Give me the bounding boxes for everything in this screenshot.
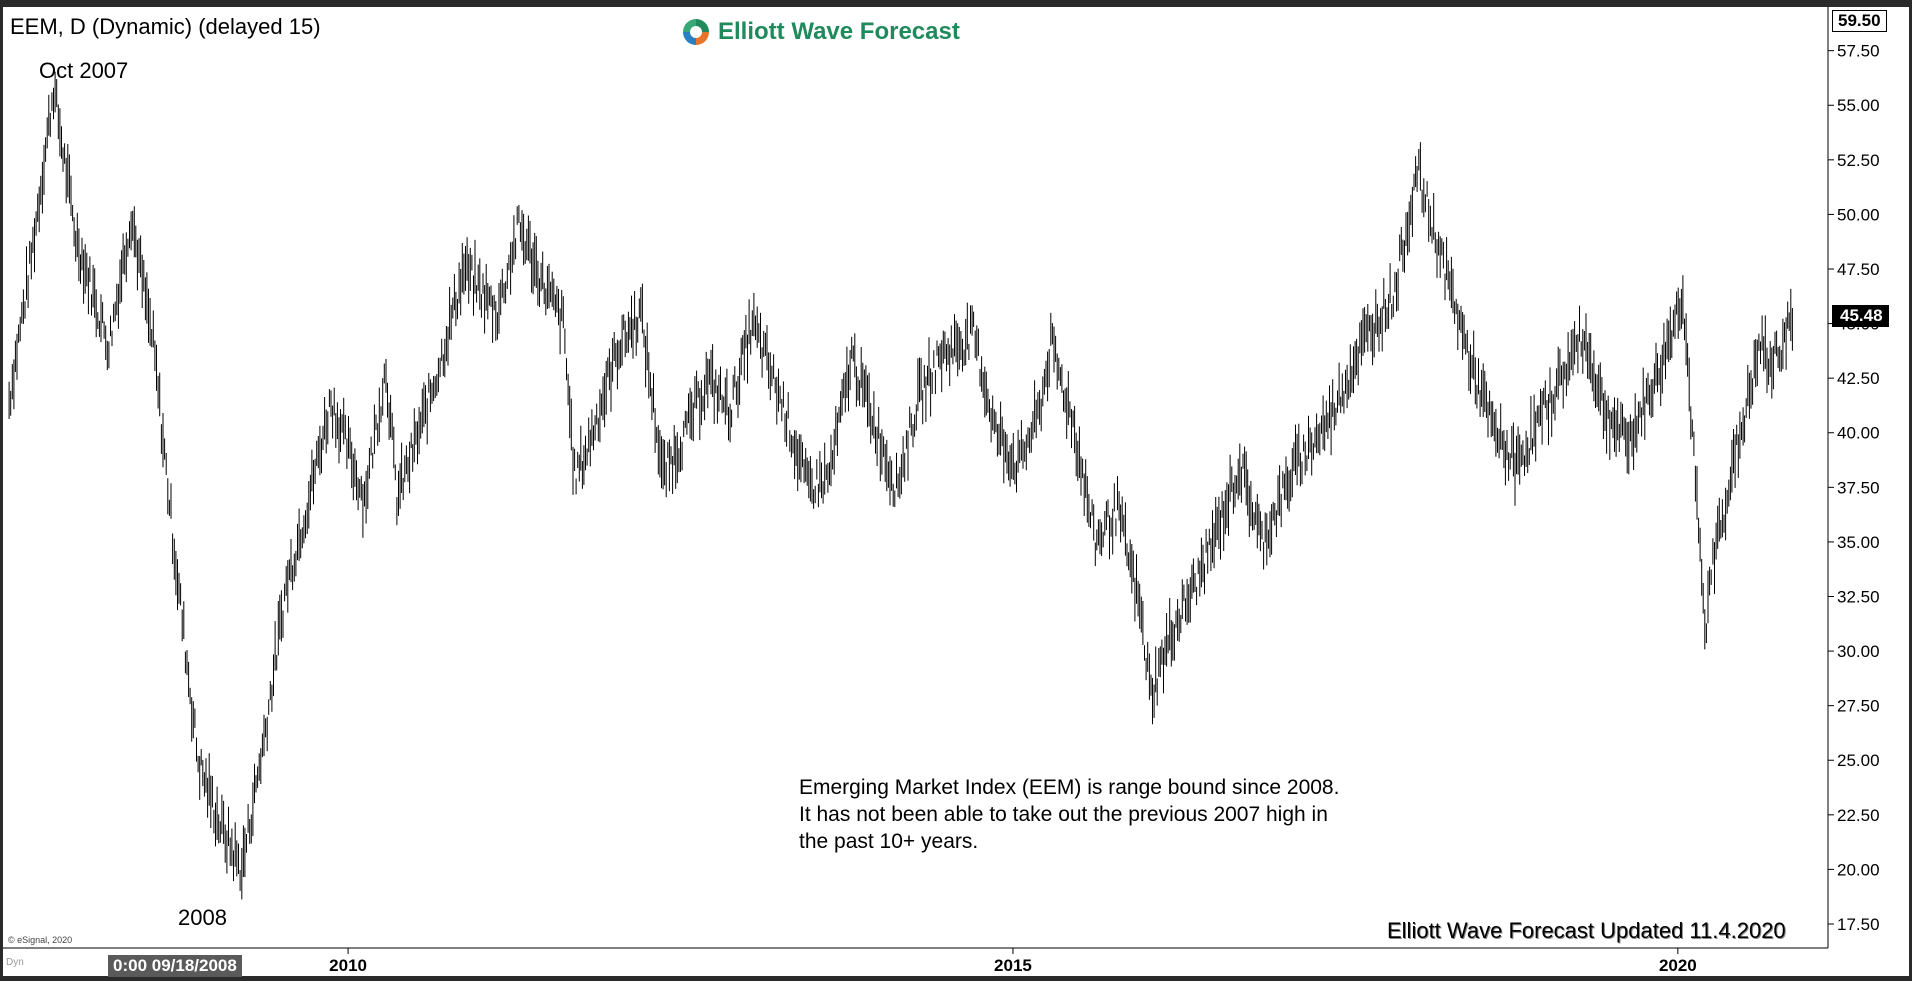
price-bars <box>8 71 1793 900</box>
y-tick-label: 25.00 <box>1837 751 1880 770</box>
x-tick-label: 2015 <box>994 956 1032 975</box>
cursor-date-label: 0:00 09/18/2008 <box>108 955 242 977</box>
y-tick-label: 32.50 <box>1837 587 1880 606</box>
last-price-tag: 45.48 <box>1832 305 1889 327</box>
annotation-line: Emerging Market Index (EEM) is range bou… <box>799 776 1340 799</box>
trough-label: 2008 <box>178 905 227 930</box>
y-tick-label: 57.50 <box>1837 42 1880 61</box>
updated-footer: Elliott Wave Forecast Updated 11.4.2020 <box>1387 918 1786 943</box>
y-tick-label: 55.00 <box>1837 96 1880 115</box>
y-axis-ticks: 57.5055.0052.5050.0047.5045.0042.5040.00… <box>1828 42 1880 934</box>
peak-label: Oct 2007 <box>39 58 129 83</box>
symbol-header: EEM, D (Dynamic) (delayed 15) <box>10 14 321 39</box>
logo-text: Elliott Wave Forecast <box>718 18 960 45</box>
y-tick-label: 27.50 <box>1837 697 1880 716</box>
top-price-tag: 59.50 <box>1832 10 1887 32</box>
x-tick-label: 2010 <box>329 956 367 975</box>
y-tick-label: 20.00 <box>1837 860 1880 879</box>
y-tick-label: 42.50 <box>1837 369 1880 388</box>
annotation-text: Emerging Market Index (EEM) is range bou… <box>799 774 1499 855</box>
annotation-line: It has not been able to take out the pre… <box>799 803 1328 826</box>
x-tick-label: 2020 <box>1659 956 1697 975</box>
y-tick-label: 30.00 <box>1837 642 1880 661</box>
y-tick-label: 40.00 <box>1837 424 1880 443</box>
y-tick-label: 35.00 <box>1837 533 1880 552</box>
x-axis-ticks: 2010 2015 2020 <box>329 948 1697 975</box>
y-tick-label: 22.50 <box>1837 806 1880 825</box>
y-tick-label: 17.50 <box>1837 915 1880 934</box>
y-tick-label: 47.50 <box>1837 260 1880 279</box>
y-tick-label: 50.00 <box>1837 205 1880 224</box>
brand-logo: Elliott Wave Forecast <box>680 16 960 48</box>
copyright-label: © eSignal, 2020 <box>8 935 73 945</box>
annotation-line: the past 10+ years. <box>799 830 979 853</box>
y-tick-label: 37.50 <box>1837 478 1880 497</box>
y-tick-label: 52.50 <box>1837 151 1880 170</box>
dyn-label: Dyn <box>6 957 24 968</box>
swirl-logo-icon <box>682 18 710 46</box>
